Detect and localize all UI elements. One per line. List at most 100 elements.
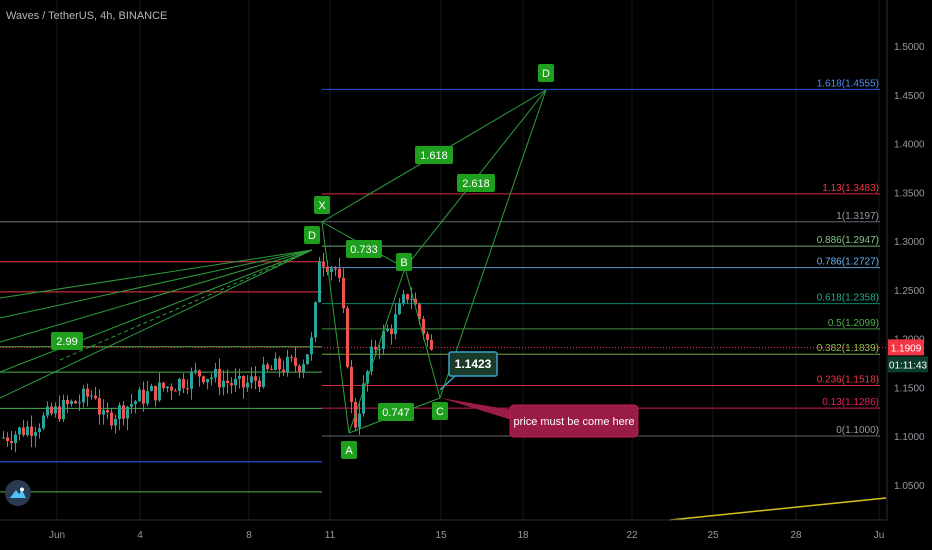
candle-body <box>358 413 361 428</box>
candle-body <box>362 383 365 414</box>
fib-label: 1.618(1.4555) <box>817 78 879 89</box>
candle-body <box>270 368 273 370</box>
fan-line <box>0 249 313 373</box>
candle-body <box>398 303 401 315</box>
candle-body <box>294 357 297 366</box>
candle-body <box>254 376 257 381</box>
fib-label: 0.5(1.2099) <box>828 318 879 329</box>
fan-line <box>0 249 313 319</box>
point-c: C <box>436 406 444 418</box>
dashed-fan <box>59 249 313 361</box>
candle-body <box>166 386 169 389</box>
candle-body <box>250 376 253 383</box>
point-a-box <box>341 441 357 459</box>
ratio-box <box>457 174 495 192</box>
trend-line <box>669 497 887 521</box>
point-x-box <box>314 196 330 214</box>
candle-body <box>430 339 433 350</box>
candle-body <box>146 391 149 404</box>
fib-label: 0.382(1.1839) <box>817 343 879 354</box>
candle-body <box>198 370 201 377</box>
fan-line <box>0 249 313 299</box>
fan-line <box>0 249 313 399</box>
fib-label: 0.236(1.1518) <box>817 374 879 385</box>
candle-body <box>426 333 429 340</box>
leg-xa <box>321 221 350 434</box>
price-box-pointer <box>439 375 456 391</box>
fib-label: 0.13(1.1286) <box>822 397 879 408</box>
candle-body <box>50 406 53 414</box>
candle-body <box>126 406 129 419</box>
x-tick-label: Jun <box>49 530 65 541</box>
point-b-box <box>396 253 412 271</box>
candle-body <box>394 314 397 335</box>
candle-body <box>14 434 17 444</box>
candle-body <box>414 298 417 305</box>
candle-body <box>310 337 313 355</box>
candle-body <box>302 364 305 373</box>
fib-label: 0(1.1000) <box>836 425 879 436</box>
logo-icon <box>5 480 31 506</box>
candle-body <box>78 402 81 404</box>
y-tick-label: 1.3500 <box>894 188 925 199</box>
candle-body <box>122 405 125 419</box>
candle-body <box>130 404 133 407</box>
candle-body <box>70 401 73 405</box>
leg-cd <box>439 89 547 399</box>
candle-body <box>314 302 317 338</box>
x-tick-label: 4 <box>137 530 143 541</box>
candle-body <box>346 308 349 367</box>
symbol-title: Waves / TetherUS, 4h, BINANCE <box>6 10 168 22</box>
candle-body <box>162 382 165 389</box>
candle-body <box>222 380 225 388</box>
candle-body <box>278 358 281 370</box>
fib-label: 1(1.3197) <box>836 211 879 222</box>
candle-body <box>86 388 89 397</box>
point-d-target-box <box>538 64 554 82</box>
x-tick-label: 25 <box>707 530 719 541</box>
candle-body <box>342 277 345 309</box>
fib-label: 1.13(1.3483) <box>822 183 879 194</box>
current-price-tag <box>888 339 924 356</box>
candle-body <box>38 428 41 433</box>
candle-body <box>290 356 293 358</box>
y-tick-label: 1.4500 <box>894 91 925 102</box>
ratio-label: 0.733 <box>350 244 378 256</box>
ratio-label: 0.747 <box>382 407 410 419</box>
candle-body <box>286 356 289 373</box>
y-tick-label: 1.2500 <box>894 286 925 297</box>
candle-body <box>370 346 373 372</box>
point-d-target: D <box>542 68 550 80</box>
candle-body <box>318 261 321 303</box>
candle-body <box>30 426 33 436</box>
candle-body <box>262 364 265 387</box>
leg-ab <box>348 267 406 434</box>
candle-body <box>174 390 177 392</box>
candle-body <box>402 294 405 304</box>
candle-body <box>330 268 333 272</box>
candle-body <box>418 304 421 319</box>
leg-bc <box>404 267 441 399</box>
note-box <box>509 404 639 438</box>
candle-body <box>258 380 261 387</box>
candle-body <box>82 388 85 403</box>
candle-body <box>406 294 409 300</box>
candle-body <box>382 330 385 350</box>
candle-body <box>98 398 101 415</box>
candle-body <box>170 386 173 391</box>
point-x: X <box>318 200 326 212</box>
candle-body <box>202 376 205 383</box>
candle-body <box>214 369 217 378</box>
candle-body <box>74 401 77 404</box>
candle-body <box>46 406 49 416</box>
candle-body <box>338 268 341 278</box>
x-tick-label: 28 <box>790 530 802 541</box>
ratio-box <box>346 240 382 258</box>
candle-body <box>218 369 221 388</box>
candle-body <box>422 318 425 334</box>
candle-body <box>246 382 249 388</box>
ratio-label: 1.618 <box>420 150 448 162</box>
candle-body <box>118 405 121 419</box>
candle-body <box>274 358 277 370</box>
